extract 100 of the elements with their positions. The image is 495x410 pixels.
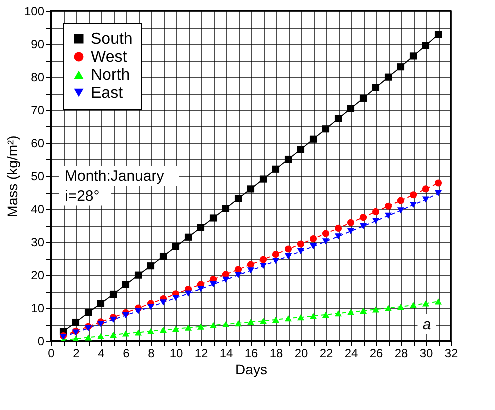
point [360, 308, 368, 314]
point [134, 272, 142, 279]
point [310, 313, 318, 320]
legend-label: North [91, 67, 130, 84]
point [397, 304, 405, 310]
point [210, 282, 218, 288]
point [234, 266, 242, 274]
y-tick-label: 20 [31, 268, 45, 282]
point [210, 322, 218, 329]
point [322, 230, 330, 238]
point [122, 312, 130, 319]
point [110, 332, 118, 338]
y-tick-label: 30 [31, 236, 45, 250]
x-tick-label: 16 [244, 346, 258, 360]
point [210, 214, 218, 222]
point [297, 146, 305, 154]
y-tick-label: 50 [31, 170, 45, 184]
point [347, 105, 355, 112]
point [160, 252, 168, 260]
point [410, 192, 418, 199]
point [234, 272, 242, 278]
point [172, 326, 180, 332]
point [147, 262, 155, 270]
y-tick-label: 10 [31, 302, 45, 316]
point [110, 316, 118, 323]
x-tick-label: 28 [394, 346, 408, 360]
point [72, 318, 80, 326]
point [147, 328, 155, 334]
point [434, 31, 442, 38]
point [297, 314, 305, 321]
point [97, 300, 105, 308]
point [222, 205, 230, 212]
legend-label: West [91, 49, 128, 66]
point [284, 246, 292, 253]
point [397, 197, 405, 204]
x-tick-label: 22 [320, 346, 334, 360]
point [410, 52, 418, 60]
x-tick-label: 12 [194, 346, 208, 360]
point [172, 295, 180, 302]
point [122, 281, 130, 288]
point [247, 261, 255, 268]
point [84, 309, 92, 316]
point [434, 190, 442, 197]
point [260, 318, 268, 324]
point [122, 330, 130, 337]
point [297, 248, 305, 255]
x-tick-label: 6 [123, 346, 130, 360]
x-tick-label: 20 [294, 346, 308, 360]
x-tick-label: 4 [98, 346, 106, 360]
point [334, 310, 342, 317]
legend-label: South [91, 31, 133, 48]
point [360, 94, 368, 102]
point [197, 324, 205, 330]
point [322, 312, 330, 318]
y-tick-label: 60 [31, 136, 45, 150]
point [384, 305, 392, 312]
point [272, 316, 280, 323]
point [310, 244, 318, 250]
point [384, 202, 392, 210]
point [234, 195, 242, 202]
point [384, 212, 392, 219]
point [347, 309, 355, 316]
point [197, 286, 205, 292]
point [372, 208, 380, 216]
point [334, 224, 342, 232]
y-tick-label: 90 [31, 38, 45, 52]
point [372, 218, 380, 224]
point [347, 219, 355, 226]
x-axis-title: Days [236, 362, 268, 378]
x-tick-label: 10 [170, 346, 184, 360]
point [134, 308, 142, 314]
point [272, 166, 280, 173]
point [434, 180, 442, 187]
point [360, 214, 368, 222]
point [134, 330, 142, 336]
x-tick-label: 30 [420, 346, 434, 360]
point [397, 64, 405, 71]
point [160, 327, 168, 334]
point [284, 156, 292, 164]
point [422, 300, 430, 307]
point [422, 42, 430, 50]
point [334, 234, 342, 240]
point [284, 253, 292, 260]
point [297, 240, 305, 248]
x-tick-label: 18 [270, 346, 284, 360]
x-tick-label: 8 [148, 346, 156, 360]
point [247, 319, 255, 326]
y-tick-label: 70 [31, 104, 45, 118]
x-tick-label: 14 [220, 346, 234, 360]
legend-label: East [91, 85, 124, 102]
point [410, 202, 418, 208]
point [410, 302, 418, 308]
point [84, 334, 92, 341]
point [284, 316, 292, 322]
point [372, 84, 380, 92]
annotation: Month:January [65, 168, 165, 185]
point [222, 276, 230, 284]
point [184, 290, 192, 297]
point [322, 126, 330, 133]
point [184, 234, 192, 241]
